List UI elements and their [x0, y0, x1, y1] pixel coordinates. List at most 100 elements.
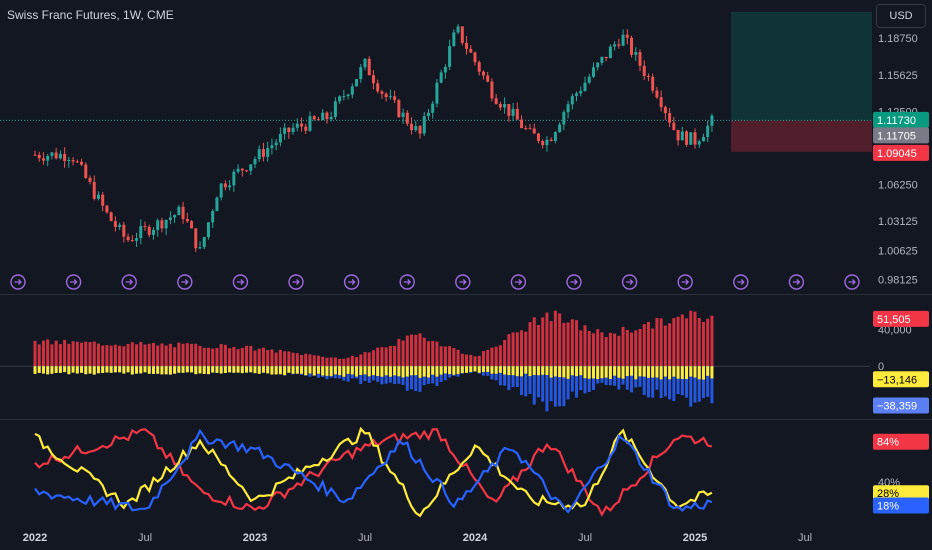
cot-bar-red: [642, 324, 646, 367]
candle: [300, 123, 304, 127]
candle: [642, 65, 646, 76]
cot-bar-red: [228, 348, 232, 367]
cot-bar-yellow: [583, 366, 587, 379]
cot-bar-yellow: [431, 366, 435, 375]
event-marker-icon[interactable]: [621, 274, 638, 290]
cot-bar-yellow: [634, 366, 638, 380]
cot-bar-red: [80, 342, 84, 367]
candle: [101, 194, 105, 206]
cot-bar-blue: [587, 366, 591, 392]
event-marker-icon[interactable]: [288, 274, 304, 290]
candle: [291, 127, 295, 133]
event-marker-icon[interactable]: [232, 274, 249, 290]
cot-bar-yellow: [308, 366, 312, 374]
cot-bar-red: [321, 356, 325, 367]
cot-bar-yellow: [630, 366, 634, 376]
cot-bar-yellow: [655, 366, 659, 378]
candle: [388, 96, 392, 98]
candle: [33, 154, 37, 156]
cot-bar-yellow: [346, 366, 350, 374]
cot-bar-blue: [693, 366, 697, 403]
cot-bar-red: [587, 330, 591, 367]
cot-bar-red: [367, 352, 371, 367]
event-marker-arrow: [70, 279, 78, 285]
cot-bar-yellow: [338, 366, 342, 376]
cot-bar-red: [245, 345, 249, 367]
cot-bar-yellow: [536, 366, 540, 376]
event-marker-icon[interactable]: [788, 274, 805, 290]
candle: [668, 113, 672, 123]
candle: [460, 26, 464, 43]
candle: [410, 123, 414, 131]
cot-bar-yellow: [50, 366, 54, 374]
cot-bar-red: [655, 317, 659, 367]
cot-bar-red: [63, 339, 67, 367]
cot-bar-yellow: [329, 366, 333, 377]
cot-bar-red: [613, 333, 617, 367]
event-marker-icon[interactable]: [177, 274, 193, 290]
cot-bar-yellow: [249, 366, 253, 373]
cot-bar-red: [583, 325, 587, 367]
event-marker-icon[interactable]: [510, 274, 527, 290]
cot-bar-red: [710, 315, 714, 367]
cot-bar-red: [676, 316, 680, 367]
time-axis-label: 2025: [683, 532, 707, 544]
cot-bar-yellow: [240, 366, 244, 374]
cot-bar-red: [608, 332, 612, 367]
cot-bar-red: [194, 343, 198, 367]
oscillator-line-blue: [34, 428, 713, 514]
candle: [333, 101, 337, 117]
cot-bar-yellow: [439, 366, 443, 375]
event-marker-icon[interactable]: [677, 274, 693, 290]
cot-bar-red: [338, 358, 342, 367]
candle: [308, 116, 312, 131]
cot-bar-yellow: [376, 366, 380, 377]
event-marker-icon[interactable]: [566, 274, 582, 290]
position-target-zone: [731, 11, 872, 121]
currency-button[interactable]: USD: [876, 4, 926, 28]
cot-bar-yellow: [579, 366, 583, 376]
cot-bar-yellow: [680, 366, 684, 379]
event-marker-icon[interactable]: [455, 274, 471, 290]
event-marker-icon[interactable]: [733, 274, 749, 290]
cot-bar-red: [283, 351, 287, 367]
cot-bar-red: [625, 329, 629, 367]
cot-bar-red: [240, 347, 244, 367]
candle: [452, 32, 456, 47]
candle: [448, 46, 452, 67]
candle: [350, 86, 354, 95]
cot-bar-red: [477, 355, 481, 367]
cot-bar-yellow: [443, 366, 447, 374]
candle: [587, 76, 591, 83]
cot-bar-red: [295, 353, 299, 367]
event-marker-icon[interactable]: [121, 274, 137, 290]
candle: [507, 104, 511, 116]
event-marker-icon[interactable]: [399, 274, 415, 290]
candle: [181, 206, 185, 219]
cot-bar-yellow: [613, 366, 617, 376]
cot-bar-yellow: [350, 366, 354, 375]
time-axis-label: Jul: [798, 532, 812, 544]
candle: [706, 125, 710, 138]
candle: [439, 72, 443, 83]
cot-bar-red: [401, 340, 405, 367]
cot-bar-red: [291, 352, 295, 367]
event-marker-icon[interactable]: [844, 274, 860, 290]
cot-bar-yellow: [274, 366, 278, 375]
cot-bar-red: [346, 357, 350, 367]
event-marker-icon[interactable]: [65, 274, 82, 290]
cot-bar-yellow: [642, 366, 646, 377]
candle: [532, 128, 536, 134]
candle: [490, 81, 494, 99]
event-marker-icon[interactable]: [10, 274, 26, 290]
cot-bar-red: [270, 349, 274, 367]
cot-bar-red: [465, 354, 469, 367]
cot-bar-blue: [638, 366, 642, 387]
cot-bar-blue: [418, 366, 422, 392]
event-marker-icon[interactable]: [343, 274, 360, 290]
cot-bar-yellow: [600, 366, 604, 379]
cot-bar-yellow: [151, 366, 155, 374]
cot-bar-red: [520, 330, 524, 367]
cot-bar-yellow: [105, 366, 109, 373]
